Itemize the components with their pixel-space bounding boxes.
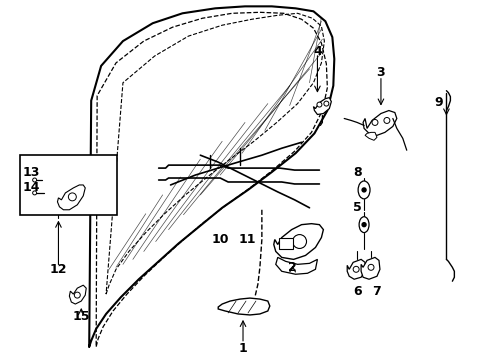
Polygon shape <box>363 111 397 135</box>
Circle shape <box>69 193 76 201</box>
Text: 5: 5 <box>353 201 362 214</box>
Circle shape <box>384 117 390 123</box>
Text: 12: 12 <box>49 263 67 276</box>
Circle shape <box>74 292 80 298</box>
Text: 13: 13 <box>23 166 40 179</box>
Text: 14: 14 <box>23 181 40 194</box>
Circle shape <box>362 188 366 192</box>
Polygon shape <box>70 285 86 304</box>
Text: 9: 9 <box>434 96 443 109</box>
Circle shape <box>317 102 322 107</box>
Polygon shape <box>365 132 377 140</box>
Polygon shape <box>218 298 270 315</box>
Polygon shape <box>276 257 318 274</box>
Text: 10: 10 <box>212 233 229 246</box>
Text: 2: 2 <box>288 261 297 274</box>
Polygon shape <box>361 257 380 279</box>
Ellipse shape <box>358 181 370 199</box>
Text: 6: 6 <box>353 285 362 298</box>
Text: 3: 3 <box>377 66 385 79</box>
Circle shape <box>33 191 37 195</box>
Text: 8: 8 <box>353 166 362 179</box>
Ellipse shape <box>359 217 369 233</box>
Circle shape <box>372 120 378 125</box>
Polygon shape <box>347 260 365 279</box>
Bar <box>20 155 117 215</box>
Circle shape <box>293 235 307 248</box>
Circle shape <box>362 223 366 227</box>
Text: 11: 11 <box>238 233 256 246</box>
Text: 4: 4 <box>313 45 322 58</box>
Circle shape <box>353 266 359 272</box>
Text: 7: 7 <box>372 285 381 298</box>
Circle shape <box>33 178 37 182</box>
Circle shape <box>324 101 329 106</box>
Bar <box>279 238 293 249</box>
Polygon shape <box>274 224 323 260</box>
Polygon shape <box>314 98 331 114</box>
Text: 1: 1 <box>239 342 247 355</box>
Text: 15: 15 <box>73 310 90 323</box>
Circle shape <box>368 264 374 270</box>
Polygon shape <box>57 185 85 210</box>
